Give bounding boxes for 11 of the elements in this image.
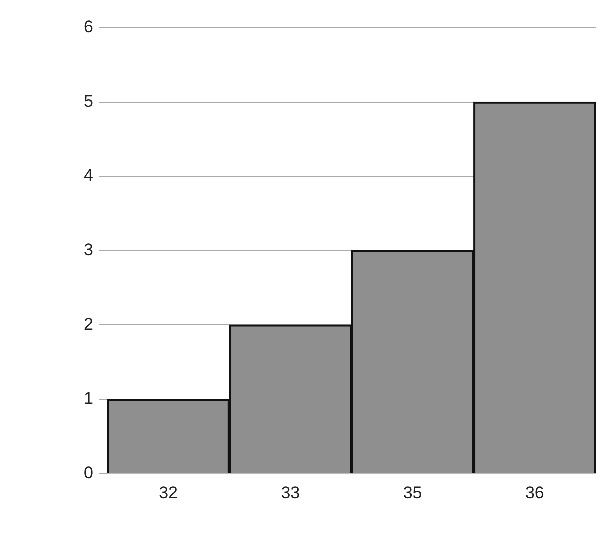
x-tick-label: 35 — [403, 483, 422, 502]
y-tick-label: 6 — [84, 18, 94, 37]
x-tick-label: 32 — [159, 483, 178, 502]
y-tick-label: 3 — [84, 240, 94, 260]
x-tick-label: 36 — [525, 483, 544, 502]
y-tick-label: 4 — [84, 166, 94, 186]
y-tick-label: 5 — [84, 92, 94, 111]
y-tick-label: 2 — [84, 314, 94, 334]
x-tick-label: 33 — [281, 483, 300, 502]
y-tick-label: 1 — [84, 389, 94, 408]
y-tick-label: 0 — [84, 463, 94, 482]
